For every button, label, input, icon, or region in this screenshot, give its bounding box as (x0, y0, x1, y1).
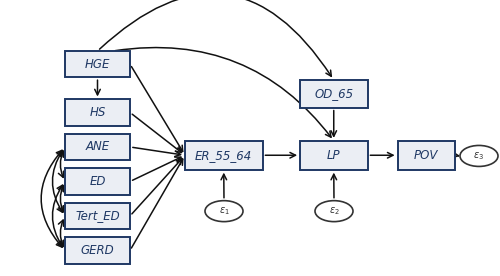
FancyBboxPatch shape (65, 99, 130, 126)
Text: $\varepsilon_2$: $\varepsilon_2$ (328, 205, 340, 217)
FancyBboxPatch shape (65, 168, 130, 195)
FancyBboxPatch shape (65, 51, 130, 77)
Text: ED: ED (90, 175, 106, 188)
Text: Tert_ED: Tert_ED (75, 209, 120, 222)
FancyBboxPatch shape (185, 141, 262, 170)
FancyBboxPatch shape (300, 141, 368, 170)
Text: ER_55_64: ER_55_64 (195, 149, 252, 162)
Text: HS: HS (90, 106, 106, 119)
FancyBboxPatch shape (65, 134, 130, 160)
Circle shape (315, 201, 353, 222)
Text: LP: LP (327, 149, 340, 162)
Text: $\varepsilon_1$: $\varepsilon_1$ (218, 205, 230, 217)
Circle shape (205, 201, 243, 222)
Text: POV: POV (414, 149, 438, 162)
Text: $\varepsilon_3$: $\varepsilon_3$ (474, 150, 484, 162)
FancyBboxPatch shape (65, 237, 130, 264)
Text: OD_65: OD_65 (314, 87, 354, 100)
Text: ANE: ANE (86, 140, 110, 153)
Circle shape (460, 145, 498, 166)
FancyBboxPatch shape (65, 203, 130, 229)
Text: GERD: GERD (80, 244, 114, 257)
FancyBboxPatch shape (398, 141, 455, 170)
Text: HGE: HGE (85, 58, 110, 71)
FancyBboxPatch shape (300, 80, 368, 108)
